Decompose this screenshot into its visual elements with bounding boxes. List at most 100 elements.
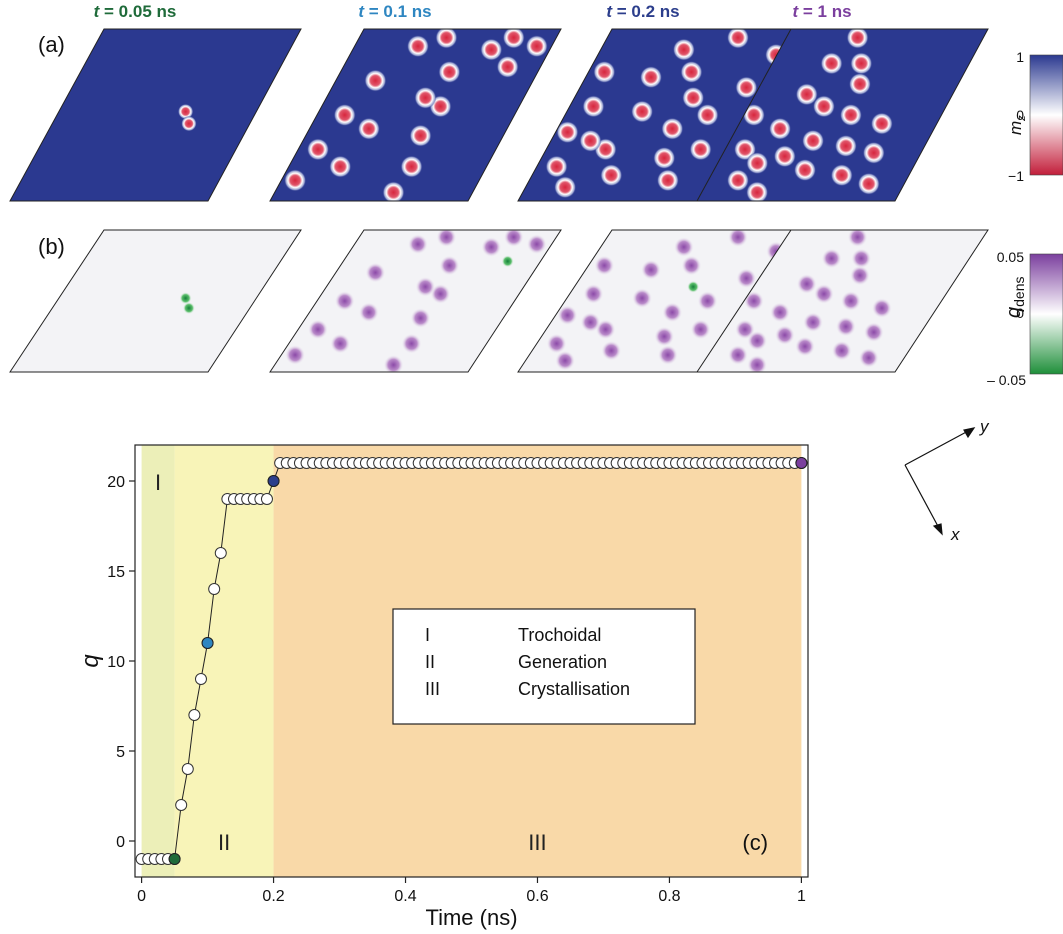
skyrmion [848, 73, 871, 96]
qdens-panel [697, 230, 988, 372]
qdens-maps [9, 229, 989, 373]
qdens-spot [436, 230, 457, 248]
skyrmion [839, 104, 862, 126]
qdens-spot [821, 248, 842, 269]
qdens-spot [813, 283, 834, 304]
qdens-spot [555, 350, 576, 371]
skyrmion [181, 115, 197, 132]
skyrmion [400, 155, 423, 178]
data-point [208, 583, 221, 595]
qdens-spot [690, 319, 711, 340]
region-label: I [155, 470, 161, 495]
skyrmion [820, 52, 843, 75]
qdens-spot [673, 237, 694, 258]
skyrmion [284, 169, 307, 192]
qdens-spot [657, 344, 678, 365]
qdens-spot [308, 319, 328, 340]
colorbar-mz-min: −1 [1008, 168, 1024, 184]
legend-num: III [425, 679, 440, 699]
qdens-negative-spot [501, 255, 514, 268]
qdens-spot [580, 312, 601, 333]
region-label: III [528, 830, 546, 855]
colorbar-q-min: – 0.05 [987, 372, 1026, 388]
qdens-spot [365, 262, 386, 283]
data-point [188, 709, 201, 721]
skyrmion [862, 141, 885, 164]
colorbar-mz-max: 1 [1016, 49, 1024, 65]
qdens-spot [641, 259, 662, 280]
qdens-spot [681, 255, 702, 276]
qdens-spot [285, 344, 306, 365]
qdens-spot [401, 333, 422, 354]
y-tick-label: 0 [116, 834, 125, 851]
y-axis-label: q [77, 654, 104, 668]
panel-c-label: (c) [742, 830, 768, 855]
y-tick-label: 5 [116, 744, 125, 761]
x-tick-label: 0.6 [526, 888, 548, 905]
qdens-spot [546, 333, 567, 354]
qdens-spot [583, 283, 604, 304]
qdens-spot [334, 291, 355, 311]
skyrmion [593, 61, 616, 83]
qdens-panel-border [9, 229, 302, 373]
qdens-spot [831, 340, 852, 361]
skyrmion [579, 129, 602, 152]
qdens-panel-bg [10, 230, 301, 372]
qdens-spot [795, 336, 815, 357]
skyrmion [653, 147, 676, 169]
highlighted-point [168, 853, 181, 865]
legend-num: I [425, 625, 430, 645]
skyrmion [406, 35, 429, 58]
skyrmion [661, 117, 684, 140]
qdens-spot [594, 255, 615, 276]
mz-panel-bg [10, 29, 301, 201]
skyrmion [357, 117, 380, 140]
skyrmion [802, 129, 825, 152]
qdens-spot [727, 344, 748, 365]
skyrmion [830, 164, 853, 187]
skyrmion [680, 61, 703, 83]
skyrmion [696, 104, 719, 126]
skyrmion [409, 124, 432, 147]
qdens-spot [743, 291, 764, 311]
qdens-spot [858, 347, 879, 368]
axis-x-letter: x [950, 525, 960, 544]
data-point [194, 673, 207, 685]
qdens-spot [557, 305, 578, 326]
skyrmion [600, 164, 623, 187]
qdens-spot [654, 326, 675, 347]
skyrmion [812, 95, 835, 118]
time-titles: t = 0.05 ns t = 0.1 ns t = 0.2 ns t = 1 ns [94, 2, 852, 21]
qdens-spot [439, 255, 460, 276]
skyrmion [414, 86, 437, 109]
skyrmion [545, 155, 568, 178]
axis-y-letter: y [979, 417, 990, 436]
x-tick-label: 0 [137, 888, 146, 905]
skyrmion [794, 159, 816, 182]
qdens-spot [415, 276, 436, 297]
qdens-spot [595, 319, 616, 340]
skyrmion [435, 29, 458, 49]
qdens-spot [503, 230, 524, 248]
qdens-spot [871, 298, 892, 319]
skyrmion [582, 95, 605, 118]
skyrmion [773, 145, 796, 168]
qdens-spot [849, 265, 870, 286]
x-tick-label: 1 [797, 888, 806, 905]
qdens-spot [330, 333, 351, 354]
colorbar-q-label: qdens [1003, 277, 1027, 318]
qdens-negative-spot [182, 302, 195, 315]
skyrmion [525, 35, 548, 58]
skyrmion [177, 103, 194, 120]
legend-name: Crystallisation [518, 679, 630, 699]
qdens-spot [383, 354, 404, 372]
qdens-negative-spot [687, 280, 700, 293]
x-tick-label: 0.2 [262, 888, 284, 905]
qdens-panel-border [696, 229, 989, 373]
skyrmion [382, 181, 405, 201]
skyrmion [746, 152, 769, 175]
legend-box [392, 608, 696, 725]
qdens-spot [774, 325, 795, 346]
skyrmion [333, 104, 356, 126]
